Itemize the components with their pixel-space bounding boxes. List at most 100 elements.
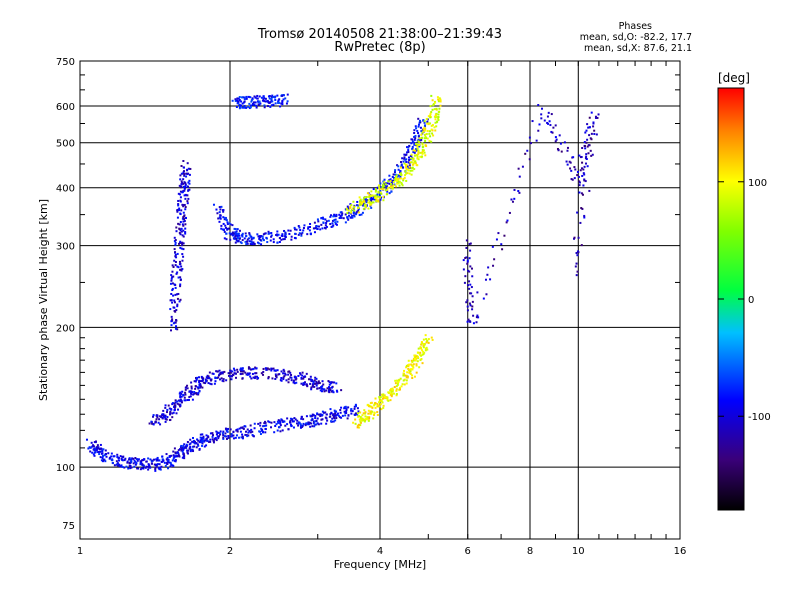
data-point <box>234 232 237 235</box>
data-point <box>573 236 576 239</box>
data-point <box>366 418 369 421</box>
data-point <box>177 292 180 295</box>
data-point <box>209 440 212 443</box>
data-point <box>379 189 382 192</box>
data-point <box>199 386 202 389</box>
data-point <box>247 105 250 108</box>
data-point <box>128 458 131 461</box>
data-point <box>378 187 381 190</box>
data-point <box>424 334 427 337</box>
data-point <box>277 233 280 236</box>
data-point <box>269 239 272 242</box>
data-point <box>583 216 586 219</box>
data-point <box>413 161 416 164</box>
data-point <box>438 107 441 110</box>
data-point <box>155 458 158 461</box>
data-point <box>383 394 386 397</box>
data-point <box>180 268 183 271</box>
data-point <box>253 422 256 425</box>
data-point <box>575 252 578 255</box>
data-point <box>248 430 251 433</box>
data-point <box>320 387 323 390</box>
data-point <box>252 103 255 106</box>
data-point <box>155 418 158 421</box>
data-point <box>159 468 162 471</box>
data-point <box>274 98 277 101</box>
data-point <box>281 429 284 432</box>
data-point <box>171 412 174 415</box>
data-point <box>241 369 244 372</box>
data-point <box>343 407 346 410</box>
data-point <box>213 382 216 385</box>
data-point <box>416 145 419 148</box>
data-point <box>467 318 470 321</box>
data-point <box>273 431 276 434</box>
data-point <box>270 426 273 429</box>
data-point <box>169 282 172 285</box>
data-point <box>589 149 592 152</box>
data-point <box>183 443 186 446</box>
data-point <box>384 396 387 399</box>
data-point <box>405 153 408 156</box>
data-point <box>555 138 558 141</box>
data-point <box>354 405 357 408</box>
data-point <box>327 219 330 222</box>
data-point <box>177 453 180 456</box>
data-point <box>271 377 274 380</box>
data-point <box>287 229 290 232</box>
data-point <box>400 182 403 185</box>
data-point <box>216 435 219 438</box>
data-point <box>434 113 437 116</box>
data-point <box>471 308 474 311</box>
data-point <box>468 270 471 273</box>
data-point <box>400 181 403 184</box>
data-point <box>176 303 179 306</box>
data-point <box>174 264 177 267</box>
data-point <box>356 413 359 416</box>
data-point <box>311 418 314 421</box>
data-point <box>416 360 419 363</box>
data-point <box>386 182 389 185</box>
data-point <box>416 155 419 158</box>
data-point <box>382 185 385 188</box>
data-point <box>576 174 579 177</box>
data-point <box>412 150 415 153</box>
data-point <box>411 147 414 150</box>
data-point <box>116 462 119 465</box>
data-point <box>240 370 243 373</box>
data-point <box>578 180 581 183</box>
data-point <box>394 379 397 382</box>
data-point <box>192 450 195 453</box>
x-tick-label: 8 <box>527 546 533 557</box>
data-point <box>179 246 182 249</box>
data-point <box>172 294 175 297</box>
data-point <box>310 422 313 425</box>
data-point <box>290 379 293 382</box>
data-point <box>468 280 471 283</box>
data-point <box>413 168 416 171</box>
data-point <box>170 292 173 295</box>
data-point <box>304 424 307 427</box>
data-point <box>371 194 374 197</box>
data-point <box>239 373 242 376</box>
data-point <box>175 226 178 229</box>
data-point <box>423 137 426 140</box>
data-point <box>135 461 138 464</box>
data-point <box>230 375 233 378</box>
data-point <box>120 458 123 461</box>
data-point <box>596 116 599 119</box>
data-point <box>173 301 176 304</box>
data-point <box>209 382 212 385</box>
data-point <box>406 172 409 175</box>
data-point <box>105 452 108 455</box>
data-point <box>171 318 174 321</box>
data-point <box>266 99 269 102</box>
data-point <box>378 405 381 408</box>
data-point <box>181 456 184 459</box>
data-point <box>244 240 247 243</box>
data-point <box>319 413 322 416</box>
data-point <box>281 99 284 102</box>
data-point <box>181 259 184 262</box>
data-point <box>289 419 292 422</box>
data-point <box>399 386 402 389</box>
